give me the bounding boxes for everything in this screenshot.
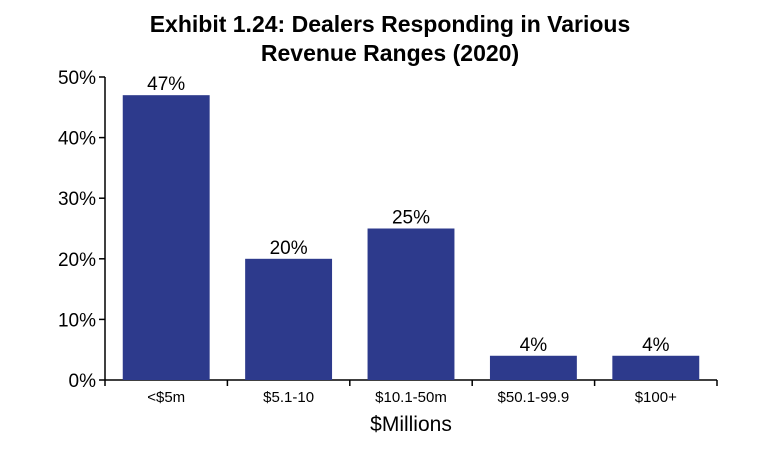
- data-label: 4%: [520, 335, 548, 356]
- x-tick-label: $100+: [635, 389, 677, 406]
- data-label: 47%: [147, 74, 185, 95]
- data-label: 20%: [270, 238, 308, 259]
- x-tick-label: $10.1-50m: [375, 389, 447, 406]
- bar: [489, 355, 577, 380]
- y-tick-label: 0%: [69, 371, 97, 392]
- bar: [245, 258, 333, 380]
- bars: [122, 95, 700, 381]
- chart-title-line-1: Exhibit 1.24: Dealers Responding in Vari…: [149, 11, 631, 37]
- x-axis: <$5m $5.1-10 $10.1-50m $50.1-99.9 $100+: [104, 379, 718, 406]
- x-tick-label: $50.1-99.9: [498, 389, 570, 406]
- x-tick-label: $5.1-10: [263, 389, 314, 406]
- y-tick-label: 50%: [58, 68, 96, 89]
- data-labels: 47% 20% 25% 4% 4%: [147, 74, 669, 356]
- x-tick-label: <$5m: [147, 389, 185, 406]
- y-tick-label: 10%: [58, 310, 96, 331]
- x-axis-title: $Millions: [370, 413, 452, 436]
- data-label: 4%: [642, 335, 670, 356]
- y-tick-label: 20%: [58, 250, 96, 271]
- y-axis: 0% 10% 20% 30% 40% 50%: [58, 68, 106, 392]
- bar: [367, 228, 455, 380]
- y-tick-label: 30%: [58, 189, 96, 210]
- bar: [612, 355, 700, 380]
- chart-title-line-2: Revenue Ranges (2020): [260, 40, 520, 66]
- y-tick-label: 40%: [58, 129, 96, 150]
- chart-title: Exhibit 1.24: Dealers Responding in Vari…: [0, 10, 780, 68]
- data-label: 25%: [392, 208, 430, 229]
- bar: [122, 95, 210, 381]
